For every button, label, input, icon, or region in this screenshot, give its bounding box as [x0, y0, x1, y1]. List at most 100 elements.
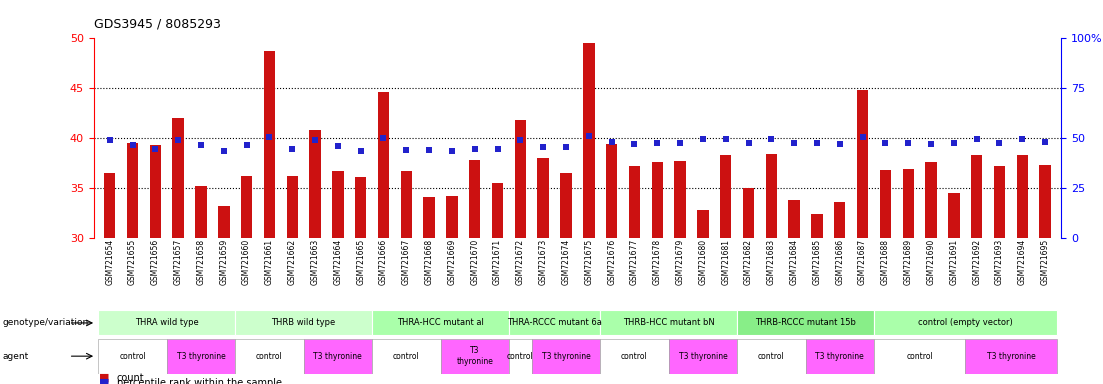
Text: GSM721690: GSM721690: [927, 239, 935, 285]
Text: T3 thyronine: T3 thyronine: [176, 352, 225, 361]
Bar: [532, 339, 600, 374]
Bar: [812, 214, 823, 238]
Bar: [560, 173, 571, 238]
Text: GSM721688: GSM721688: [881, 239, 890, 285]
Bar: [600, 339, 668, 374]
Text: GSM721687: GSM721687: [858, 239, 867, 285]
Bar: [720, 155, 731, 238]
Text: GSM721672: GSM721672: [516, 239, 525, 285]
Text: GSM721689: GSM721689: [903, 239, 912, 285]
Bar: [240, 176, 253, 238]
Text: control: control: [507, 352, 534, 361]
Bar: [264, 51, 275, 238]
Text: control: control: [393, 352, 419, 361]
Text: GSM721658: GSM721658: [196, 239, 205, 285]
Text: GSM721665: GSM721665: [356, 239, 365, 285]
Bar: [309, 130, 321, 238]
Bar: [652, 162, 663, 238]
Bar: [971, 155, 983, 238]
Bar: [424, 197, 435, 238]
Text: control (empty vector): control (empty vector): [918, 318, 1013, 328]
Text: GSM721685: GSM721685: [813, 239, 822, 285]
Text: GSM721682: GSM721682: [745, 239, 753, 285]
Text: percentile rank within the sample: percentile rank within the sample: [117, 378, 282, 384]
Bar: [857, 90, 868, 238]
Text: THRA-HCC mutant al: THRA-HCC mutant al: [397, 318, 484, 328]
Bar: [218, 206, 229, 238]
Text: THRB-HCC mutant bN: THRB-HCC mutant bN: [623, 318, 715, 328]
Text: GSM721678: GSM721678: [653, 239, 662, 285]
Bar: [668, 339, 737, 374]
Text: GSM721681: GSM721681: [721, 239, 730, 285]
Text: T3 thyronine: T3 thyronine: [542, 352, 590, 361]
Text: GSM721669: GSM721669: [448, 239, 457, 285]
Bar: [737, 339, 805, 374]
Text: THRB-RCCC mutant 15b: THRB-RCCC mutant 15b: [756, 318, 856, 328]
Text: GSM721667: GSM721667: [401, 239, 410, 285]
Bar: [789, 200, 800, 238]
Text: ■: ■: [99, 373, 110, 383]
Bar: [805, 339, 874, 374]
Text: T3 thyronine: T3 thyronine: [815, 352, 864, 361]
Text: GSM721668: GSM721668: [425, 239, 433, 285]
Bar: [697, 210, 708, 238]
Bar: [949, 193, 960, 238]
Text: GSM721673: GSM721673: [538, 239, 548, 285]
Bar: [440, 339, 508, 374]
Bar: [469, 160, 481, 238]
Bar: [332, 171, 343, 238]
Bar: [492, 183, 503, 238]
Bar: [629, 166, 640, 238]
Bar: [606, 144, 618, 238]
Text: T3 thyronine: T3 thyronine: [678, 352, 727, 361]
Text: GSM721683: GSM721683: [767, 239, 775, 285]
Text: control: control: [119, 352, 146, 361]
Text: GSM721660: GSM721660: [243, 239, 251, 285]
Bar: [994, 166, 1005, 238]
Bar: [742, 188, 754, 238]
Bar: [583, 43, 595, 238]
Text: GSM721655: GSM721655: [128, 239, 137, 285]
Text: THRB wild type: THRB wild type: [271, 318, 335, 328]
Bar: [303, 339, 372, 374]
Bar: [447, 196, 458, 238]
Bar: [355, 177, 366, 238]
Text: GSM721675: GSM721675: [585, 239, 593, 285]
Bar: [104, 173, 116, 238]
Bar: [195, 186, 206, 238]
Text: GSM721691: GSM721691: [950, 239, 959, 285]
Text: GSM721684: GSM721684: [790, 239, 799, 285]
Bar: [902, 169, 914, 238]
Text: GSM721686: GSM721686: [835, 239, 844, 285]
Bar: [674, 161, 686, 238]
Bar: [765, 154, 777, 238]
Text: GSM721657: GSM721657: [173, 239, 183, 285]
Text: GSM721680: GSM721680: [698, 239, 707, 285]
Text: T3
thyronine: T3 thyronine: [457, 346, 493, 366]
Text: GSM721679: GSM721679: [675, 239, 685, 285]
Bar: [737, 310, 874, 336]
Bar: [167, 339, 235, 374]
Bar: [1039, 165, 1051, 238]
Text: control: control: [907, 352, 933, 361]
Bar: [150, 145, 161, 238]
Bar: [372, 310, 508, 336]
Bar: [98, 339, 167, 374]
Bar: [880, 170, 891, 238]
Text: GSM721693: GSM721693: [995, 239, 1004, 285]
Bar: [372, 339, 440, 374]
Text: GDS3945 / 8085293: GDS3945 / 8085293: [94, 17, 221, 30]
Bar: [600, 310, 737, 336]
Bar: [1017, 155, 1028, 238]
Bar: [965, 339, 1057, 374]
Text: THRA wild type: THRA wild type: [135, 318, 199, 328]
Text: control: control: [758, 352, 784, 361]
Text: GSM721662: GSM721662: [288, 239, 297, 285]
Bar: [235, 339, 303, 374]
Text: GSM721666: GSM721666: [379, 239, 388, 285]
Text: GSM721659: GSM721659: [219, 239, 228, 285]
Bar: [834, 202, 846, 238]
Text: ■: ■: [99, 378, 110, 384]
Text: GSM721661: GSM721661: [265, 239, 274, 285]
Text: THRA-RCCC mutant 6a: THRA-RCCC mutant 6a: [507, 318, 602, 328]
